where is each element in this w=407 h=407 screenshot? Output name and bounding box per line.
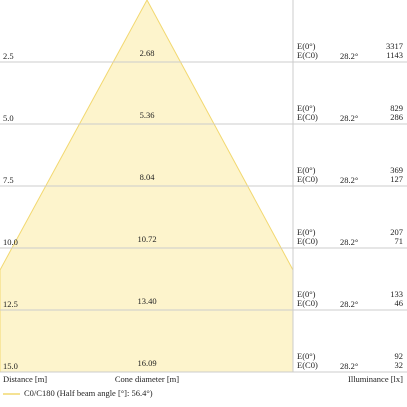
e0-label: E(0°) [297,165,316,175]
distance: 2.5 [3,51,14,61]
footer-illuminance: Illuminance [lx] [348,374,403,384]
diameter: 10.72 [137,234,156,244]
e0-value: 829 [390,103,403,113]
angle: 28.2° [340,361,358,371]
distance: 7.5 [3,175,14,185]
e0-label: E(0°) [297,41,316,51]
ec0-label: E(C0) [297,112,318,122]
angle: 28.2° [340,299,358,309]
ec0-label: E(C0) [297,298,318,308]
footer-diameter: Cone diameter [m] [115,374,179,384]
ec0-value: 1143 [386,50,403,60]
angle: 28.2° [340,237,358,247]
angle: 28.2° [340,51,358,61]
angle: 28.2° [340,113,358,123]
e0-value: 207 [390,227,403,237]
diameter: 5.36 [140,110,155,120]
legend-label: C0/C180 (Half beam angle [°]: 56.4°) [24,388,153,398]
ec0-value: 71 [395,236,404,246]
e0-value: 369 [390,165,403,175]
ec0-value: 286 [390,112,403,122]
e0-label: E(0°) [297,103,316,113]
ec0-label: E(C0) [297,50,318,60]
e0-label: E(0°) [297,289,316,299]
e0-value: 133 [390,289,403,299]
ec0-label: E(C0) [297,360,318,370]
ec0-label: E(C0) [297,236,318,246]
e0-label: E(0°) [297,227,316,237]
ec0-label: E(C0) [297,174,318,184]
diameter: 13.40 [137,296,156,306]
distance: 5.0 [3,113,14,123]
ec0-value: 127 [390,174,403,184]
diameter: 8.04 [140,172,156,182]
e0-label: E(0°) [297,351,316,361]
diameter: 2.68 [140,48,155,58]
diameter: 16.09 [137,358,156,368]
distance: 10.0 [3,237,18,247]
angle: 28.2° [340,175,358,185]
ec0-value: 32 [395,360,404,370]
distance: 12.5 [3,299,18,309]
footer-distance: Distance [m] [3,374,47,384]
ec0-value: 46 [395,298,404,308]
e0-value: 92 [395,351,404,361]
e0-value: 3317 [386,41,403,51]
distance: 15.0 [3,361,18,371]
